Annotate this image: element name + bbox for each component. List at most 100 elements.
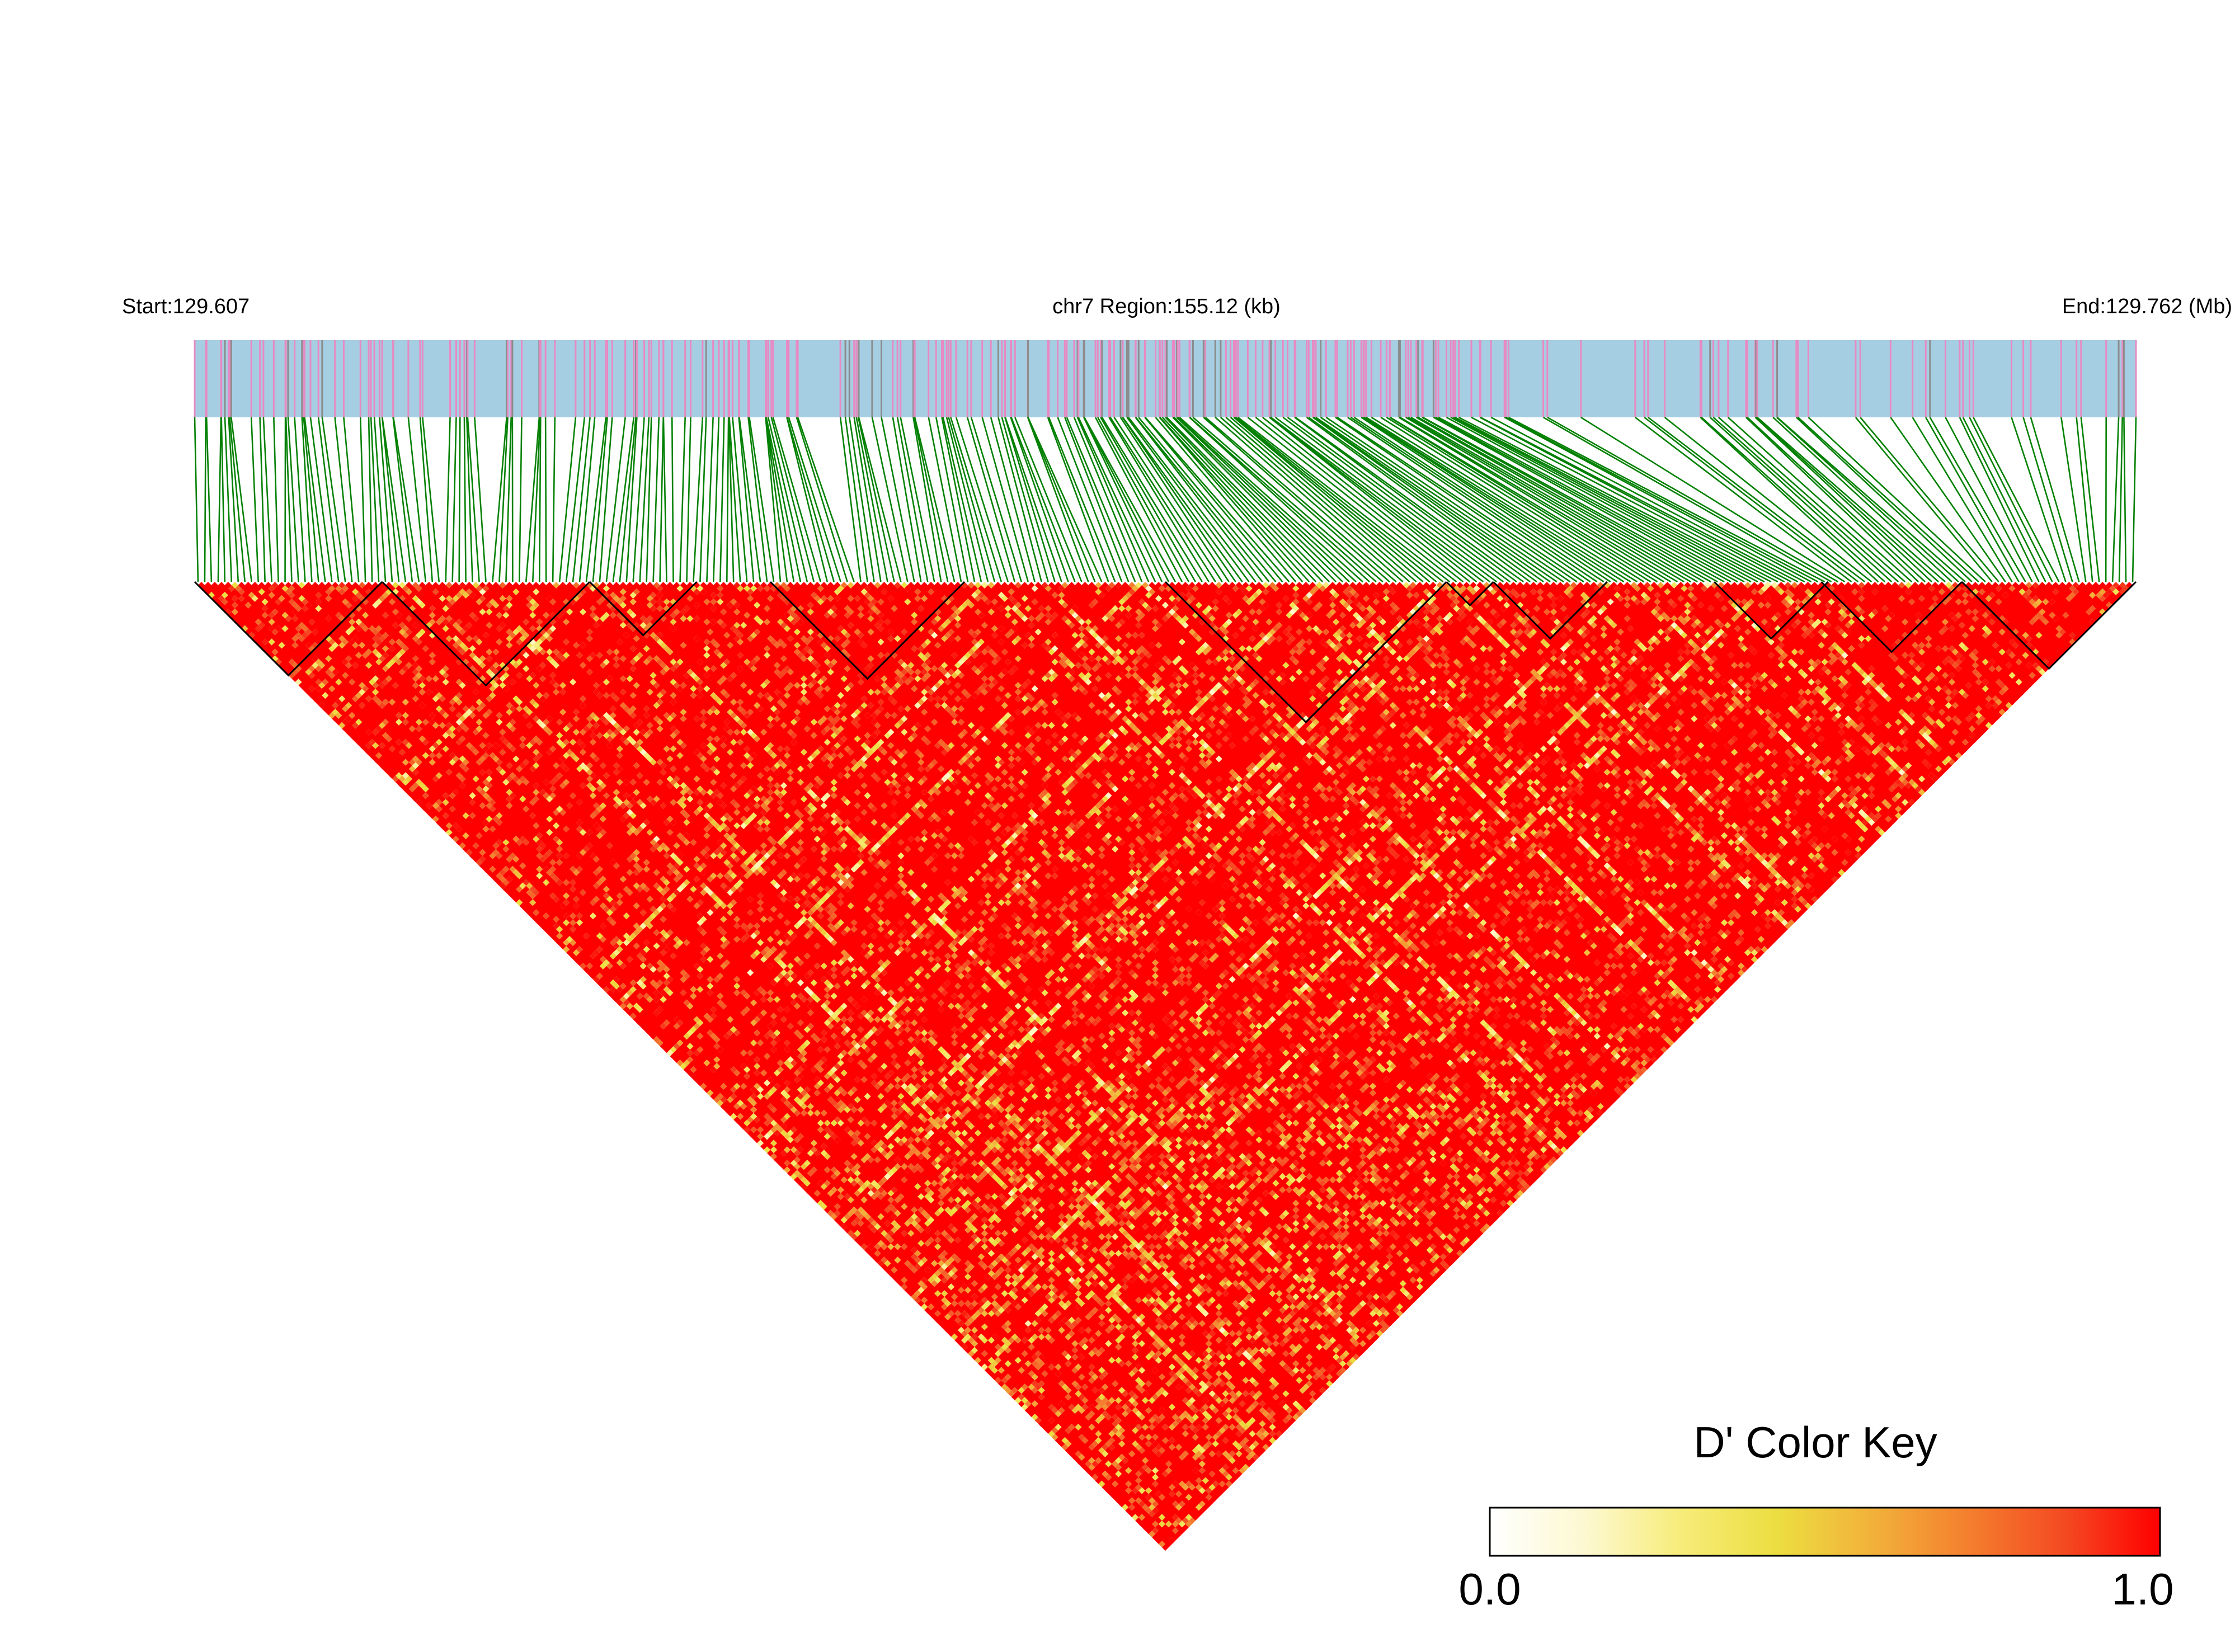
snp-connector (659, 417, 665, 582)
snp-connector (662, 417, 667, 582)
snp-connector (1363, 416, 1618, 583)
snp-connector (612, 417, 635, 582)
ld-cell-grid (198, 582, 2133, 1551)
snp-connector (194, 417, 199, 582)
haplotype-block (1820, 581, 1963, 653)
snp-connector (1172, 417, 1337, 582)
haplotype-block-outlines (194, 581, 2137, 723)
snp-connector (1173, 417, 1343, 582)
snp-connector (1270, 416, 1491, 583)
snp-connector (1410, 416, 1698, 583)
snp-connector (881, 417, 915, 582)
snp-connector (605, 417, 626, 582)
haplotype-block (1164, 581, 1447, 723)
snp-connector (1422, 416, 1725, 583)
snp-connector (370, 417, 380, 582)
snp-connector (1274, 416, 1498, 583)
snp-connector (981, 417, 1029, 582)
snp-connector (1361, 416, 1611, 583)
snp-connector (1048, 417, 1116, 582)
snp-connector (706, 417, 714, 582)
snp-connector (1313, 416, 1551, 583)
legend-color-bar (1489, 1507, 2161, 1557)
snp-connector (1479, 416, 1792, 583)
snp-connector (1644, 416, 1859, 583)
ld-cell-group (964, 1333, 971, 1340)
haplotype-block (194, 581, 383, 677)
ld-cell-group (1443, 615, 1450, 622)
snp-connector (1366, 416, 1631, 583)
snp-connector (1135, 417, 1263, 582)
snp-connector (896, 417, 929, 582)
snp-connector (552, 417, 556, 582)
snp-connector (686, 417, 691, 582)
snp-connector (1855, 417, 1993, 582)
snp-connector (1973, 417, 2060, 582)
snp-connector (1057, 417, 1123, 582)
snp-connector (1712, 417, 1899, 582)
snp-connector (942, 417, 982, 582)
snp-connector (224, 417, 233, 582)
snp-connector (1795, 417, 1973, 582)
haplotype-block (1714, 581, 1829, 640)
snp-connector (1109, 417, 1216, 582)
snp-connector (1066, 417, 1136, 582)
snp-connector (304, 417, 326, 582)
snp-connector (1282, 416, 1504, 583)
ld-cell-group (1075, 642, 1082, 649)
snp-connector (1542, 416, 1832, 583)
snp-connector (379, 417, 393, 582)
snp-connector (1001, 417, 1049, 582)
snp-connector (1144, 417, 1283, 582)
haplotype-block (1446, 581, 1494, 606)
snp-connector (498, 417, 509, 582)
snp-connector (445, 417, 451, 582)
snp-connector (619, 417, 637, 582)
snp-connector (912, 417, 942, 582)
snp-connector (945, 417, 989, 582)
snp-connector (1128, 417, 1257, 582)
snp-connector (1755, 417, 1939, 582)
snp-connector (679, 417, 686, 582)
snp-connector (1161, 417, 1317, 582)
snp-connector (1010, 417, 1076, 582)
snp-connector (1238, 416, 1451, 583)
snp-connector (1083, 417, 1170, 582)
snp-connector (1929, 417, 2026, 582)
snp-connector (1455, 416, 1772, 583)
snp-connector (1776, 417, 1959, 582)
snp-connector (1433, 416, 1731, 583)
snp-connector (592, 417, 608, 582)
haplotype-block (589, 581, 698, 637)
ld-cell-group (787, 829, 794, 836)
snp-connector (1408, 416, 1691, 583)
snp-connector (767, 417, 808, 582)
snp-connector (230, 417, 252, 582)
snp-connector (422, 417, 440, 582)
snp-connector (565, 417, 586, 582)
snp-connector (990, 417, 1036, 582)
snp-connector (317, 417, 340, 582)
snp-connector (1504, 416, 1812, 583)
snp-connector (797, 417, 855, 582)
snp-connector (1962, 417, 2046, 582)
snp-connector (1776, 417, 1966, 582)
snp-connector (713, 417, 720, 582)
snp-connector (359, 417, 366, 582)
snp-connector (1119, 417, 1230, 582)
snp-connector (1701, 417, 1886, 582)
snp-connector (466, 417, 473, 582)
snp-connector (772, 417, 822, 582)
snp-connector (726, 417, 730, 582)
snp-connector (228, 417, 239, 582)
snp-connector (1255, 416, 1464, 583)
snp-connector (1399, 416, 1678, 583)
snp-connector (205, 417, 213, 582)
snp-connector (2076, 417, 2093, 582)
snp-connector (1635, 416, 1852, 583)
snp-connector (1315, 416, 1558, 583)
snp-connector (1745, 417, 1919, 582)
snp-connector (738, 417, 755, 582)
snp-connector (1230, 417, 1424, 582)
snp-connector (1269, 416, 1478, 583)
